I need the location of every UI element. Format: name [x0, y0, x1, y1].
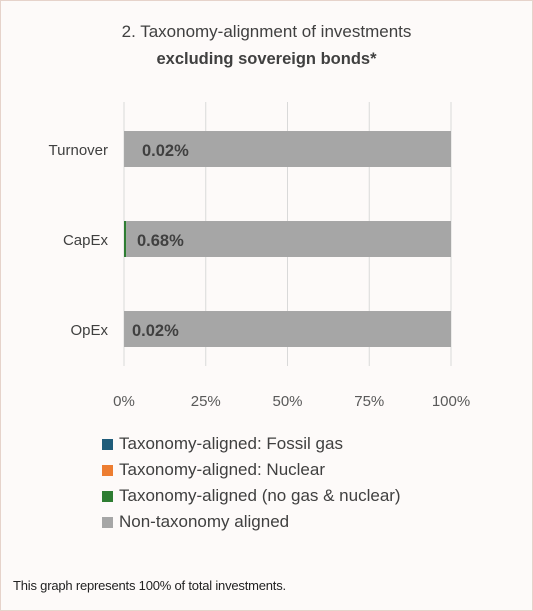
- bar-capex-2: [124, 221, 127, 257]
- x-tick-label: 100%: [432, 393, 470, 410]
- x-tick-label: 75%: [354, 393, 384, 410]
- category-label: CapEx: [63, 232, 109, 249]
- legend-item-non-aligned: Non-taxonomy aligned: [102, 509, 401, 535]
- data-label: 0.02%: [142, 142, 189, 160]
- legend: Taxonomy-aligned: Fossil gas Taxonomy-al…: [102, 431, 401, 535]
- x-tick-label: 25%: [191, 393, 221, 410]
- legend-label: Taxonomy-aligned: Nuclear: [119, 460, 325, 479]
- bar-turnover-3: [124, 131, 451, 167]
- legend-swatch: [102, 490, 113, 502]
- data-label: 0.68%: [137, 232, 184, 250]
- footnote: This graph represents 100% of total inve…: [13, 578, 286, 593]
- legend-label: Taxonomy-aligned (no gas & nuclear): [119, 486, 401, 505]
- legend-swatch: [102, 464, 113, 476]
- legend-label: Taxonomy-aligned: Fossil gas: [119, 434, 343, 453]
- legend-item-aligned: Taxonomy-aligned (no gas & nuclear): [102, 483, 401, 509]
- chart-title: 2. Taxonomy-alignment of investments: [121, 22, 412, 41]
- chart-subtitle: excluding sovereign bonds*: [156, 50, 377, 68]
- x-tick-label: 0%: [113, 393, 135, 410]
- bar-capex-3: [126, 221, 451, 257]
- data-label: 0.02%: [132, 322, 179, 340]
- legend-label: Non-taxonomy aligned: [119, 512, 290, 531]
- category-label: OpEx: [70, 322, 108, 339]
- legend-item-nuclear: Taxonomy-aligned: Nuclear: [102, 457, 401, 483]
- bar-chart: Turnover CapEx OpEx 0.02% 0.68% 0.02% 0% 25% 5…: [49, 102, 470, 410]
- category-label: Turnover: [49, 142, 108, 159]
- legend-item-fossil-gas: Taxonomy-aligned: Fossil gas: [102, 431, 401, 457]
- legend-swatch: [102, 516, 113, 528]
- legend-swatch: [102, 438, 113, 450]
- x-tick-label: 50%: [272, 393, 302, 410]
- bar-opex-3: [124, 311, 451, 347]
